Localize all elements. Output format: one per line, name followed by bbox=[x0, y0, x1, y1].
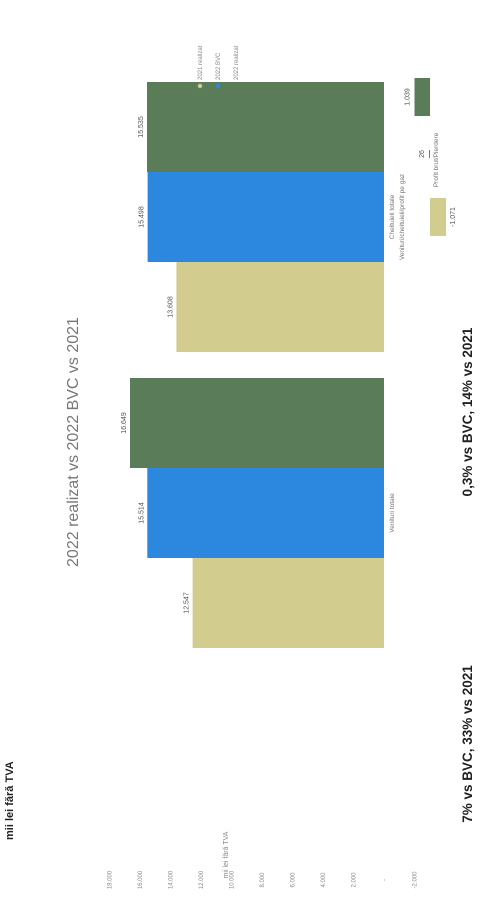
profit-data-label: 1.039 bbox=[405, 88, 412, 106]
y-tick-label: 2.000 bbox=[352, 872, 358, 888]
y-tick-label: 4.000 bbox=[321, 872, 327, 888]
category-label: Venituri totale bbox=[389, 493, 396, 533]
profit-bar bbox=[414, 78, 430, 116]
main-plot: -2.000-2.0004.0006.0008.00010.00012.0001… bbox=[107, 82, 419, 889]
data-label: 15.498 bbox=[139, 206, 146, 228]
y-tick-label: 14.000 bbox=[168, 870, 174, 889]
legend-swatch bbox=[197, 83, 203, 89]
legend-label: 2022 BVC bbox=[216, 52, 222, 80]
legend-swatch bbox=[233, 83, 239, 89]
profit-category-label: Profit brut/Pierdere bbox=[433, 132, 440, 187]
bar bbox=[147, 172, 384, 262]
category-sublabel: Venituri/cheltuieli/profit pe gaz bbox=[399, 174, 406, 260]
note-vs-bvc-1: 7% vs BVC, 33% vs 2021 bbox=[460, 665, 475, 823]
data-label: 13.608 bbox=[167, 296, 174, 318]
y-axis-label: mii lei fără TVA bbox=[223, 831, 230, 878]
y-tick-label: - bbox=[382, 879, 388, 881]
note-vs-bvc-2: 0,3% vs BVC, 14% vs 2021 bbox=[460, 327, 475, 496]
y-tick-label: 8.000 bbox=[260, 872, 266, 888]
y-tick-label: 18.000 bbox=[107, 870, 113, 889]
y-tick-label: -2.000 bbox=[413, 871, 419, 889]
chart-title: 2022 realizat vs 2022 BVC vs 2021 bbox=[65, 317, 82, 567]
profit-data-label: 26 bbox=[419, 150, 426, 158]
data-label: 15.535 bbox=[138, 116, 145, 138]
bar bbox=[147, 82, 384, 172]
bar bbox=[130, 378, 384, 468]
y-tick-label: 6.000 bbox=[291, 872, 297, 888]
unit-label: mii lei fără TVA bbox=[4, 761, 16, 840]
profit-plot: -1.071 26 1.039 Profit brut/Pierdere bbox=[405, 78, 457, 236]
legend-label: 2022 realizat bbox=[234, 45, 240, 80]
profit-data-label: -1.071 bbox=[450, 207, 457, 227]
y-tick-label: 12.000 bbox=[199, 870, 205, 889]
bar bbox=[176, 262, 384, 352]
category-label: Cheltuieli totale bbox=[389, 194, 396, 239]
data-label: 12.547 bbox=[184, 592, 191, 614]
legend: 2021 realizat 2022 BVC 2022 realizat bbox=[197, 45, 240, 89]
y-tick-label: 16.000 bbox=[138, 870, 144, 889]
bar bbox=[192, 558, 384, 648]
legend-label: 2021 realizat bbox=[198, 45, 204, 80]
profit-bar bbox=[430, 198, 446, 236]
legend-swatch bbox=[215, 83, 221, 89]
data-label: 16.649 bbox=[121, 412, 128, 434]
y-tick-label: 10.000 bbox=[229, 870, 235, 889]
bar bbox=[147, 468, 384, 558]
profit-bar bbox=[429, 150, 430, 158]
data-label: 15.514 bbox=[138, 502, 145, 524]
text-annotations: mii lei fără TVA mii lei fără TVA 2022 r… bbox=[4, 317, 475, 878]
